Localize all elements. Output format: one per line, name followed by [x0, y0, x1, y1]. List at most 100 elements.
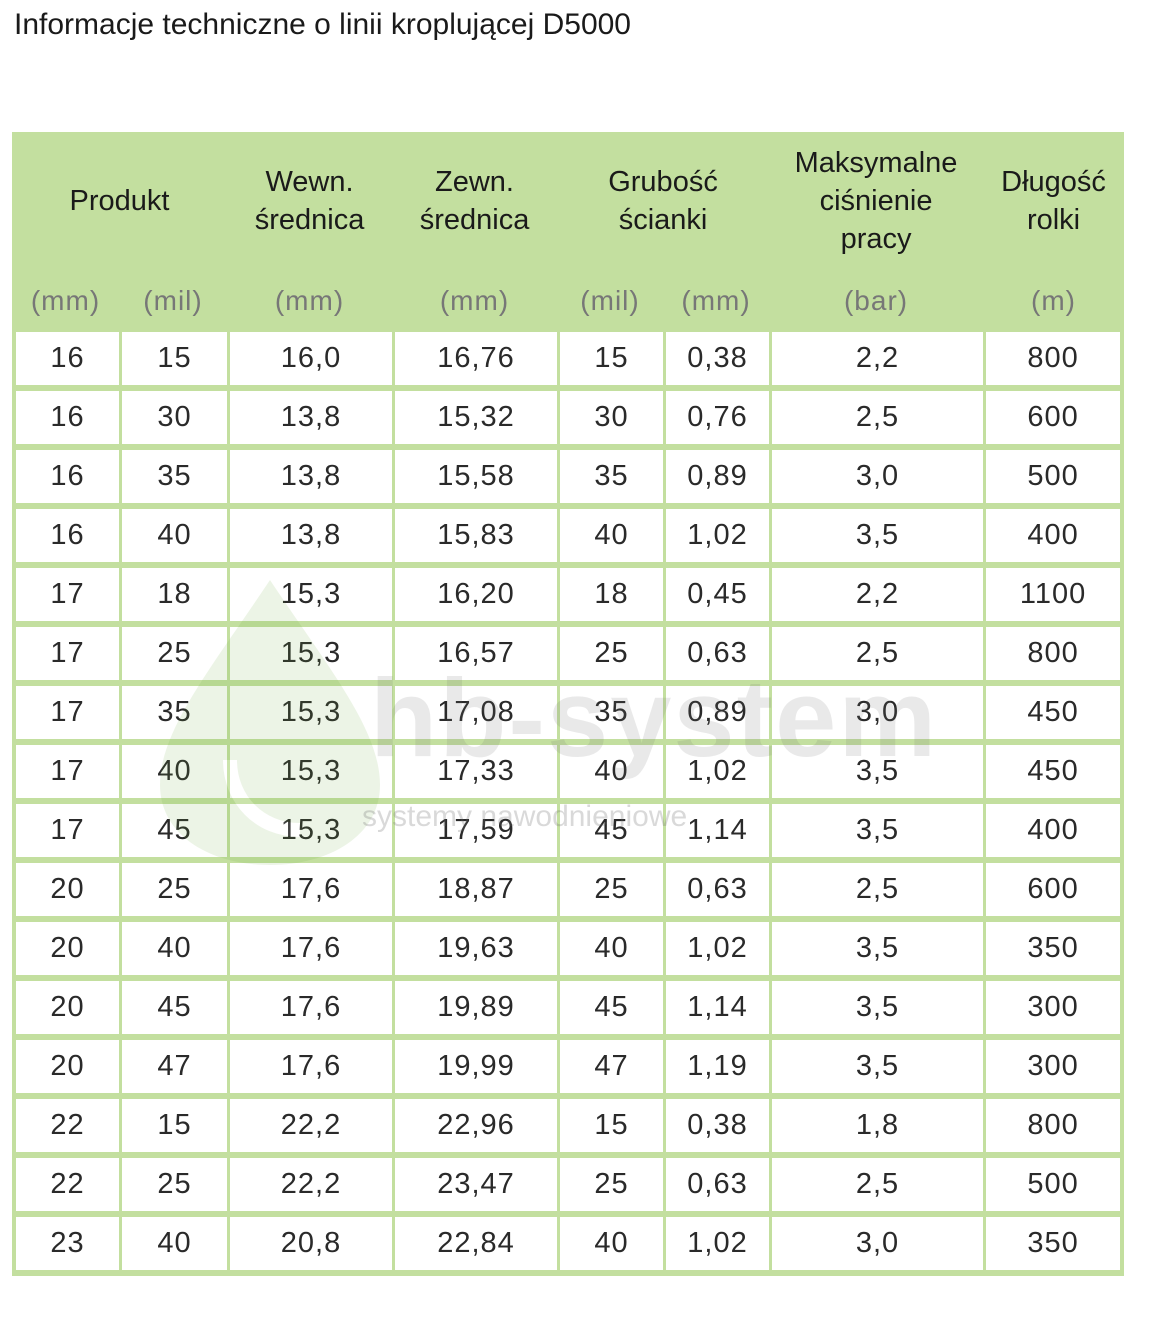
cell-wall-mil: 40 — [557, 1217, 664, 1276]
cell-wall-mm: 0,89 — [663, 450, 770, 509]
cell-wall-mil: 30 — [557, 391, 664, 450]
table-row: 22 25 22,2 23,47 25 0,63 2,5 500 — [12, 1158, 1125, 1217]
cell-roll-length: 800 — [983, 332, 1125, 391]
cell-wall-mil: 35 — [557, 686, 664, 745]
cell-product-mm: 23 — [12, 1217, 119, 1276]
cell-product-mm: 17 — [12, 686, 119, 745]
cell-roll-length: 800 — [983, 627, 1125, 686]
cell-wall-mm: 0,63 — [663, 863, 770, 922]
cell-roll-length: 300 — [983, 1040, 1125, 1099]
cell-roll-length: 450 — [983, 686, 1125, 745]
cell-outer-diameter: 16,20 — [392, 568, 558, 627]
cell-wall-mil: 45 — [557, 804, 664, 863]
unit-label: (mm) — [274, 285, 345, 316]
cell-product-mm: 16 — [12, 332, 119, 391]
cell-wall-mil: 40 — [557, 509, 664, 568]
cell-wall-mm: 0,38 — [663, 1099, 770, 1158]
cell-wall-mm: 0,89 — [663, 686, 770, 745]
unit-label: (mm) — [30, 285, 101, 316]
cell-product-mm: 17 — [12, 745, 119, 804]
table-row: 20 25 17,6 18,87 25 0,63 2,5 600 — [12, 863, 1125, 922]
cell-wall-mil: 40 — [557, 922, 664, 981]
cell-product-mm: 22 — [12, 1099, 119, 1158]
cell-inner-diameter: 13,8 — [227, 391, 393, 450]
cell-wall-mm: 0,63 — [663, 627, 770, 686]
cell-inner-diameter: 22,2 — [227, 1099, 393, 1158]
cell-product-mil: 35 — [119, 686, 228, 745]
cell-wall-mm: 1,02 — [663, 509, 770, 568]
header-produkt: Produkt — [69, 185, 170, 217]
cell-max-pressure: 2,2 — [769, 568, 984, 627]
cell-inner-diameter: 22,2 — [227, 1158, 393, 1217]
cell-wall-mil: 25 — [557, 1158, 664, 1217]
cell-outer-diameter: 15,83 — [392, 509, 558, 568]
cell-outer-diameter: 18,87 — [392, 863, 558, 922]
cell-wall-mm: 0,45 — [663, 568, 770, 627]
table-row: 17 35 15,3 17,08 35 0,89 3,0 450 — [12, 686, 1125, 745]
cell-max-pressure: 3,5 — [769, 745, 984, 804]
cell-product-mil: 40 — [119, 1217, 228, 1276]
cell-wall-mm: 0,76 — [663, 391, 770, 450]
cell-product-mm: 16 — [12, 391, 119, 450]
cell-product-mm: 16 — [12, 450, 119, 509]
cell-roll-length: 600 — [983, 391, 1125, 450]
table-row: 17 45 15,3 17,59 45 1,14 3,5 400 — [12, 804, 1125, 863]
cell-wall-mm: 1,19 — [663, 1040, 770, 1099]
cell-product-mil: 25 — [119, 863, 228, 922]
cell-roll-length: 500 — [983, 1158, 1125, 1217]
cell-product-mil: 35 — [119, 450, 228, 509]
table-row: 17 18 15,3 16,20 18 0,45 2,2 1100 — [12, 568, 1125, 627]
cell-wall-mil: 18 — [557, 568, 664, 627]
cell-wall-mil: 47 — [557, 1040, 664, 1099]
cell-inner-diameter: 15,3 — [227, 686, 393, 745]
cell-product-mm: 20 — [12, 1040, 119, 1099]
table-row: 16 40 13,8 15,83 40 1,02 3,5 400 — [12, 509, 1125, 568]
cell-wall-mil: 25 — [557, 627, 664, 686]
cell-roll-length: 400 — [983, 804, 1125, 863]
cell-max-pressure: 3,5 — [769, 509, 984, 568]
cell-roll-length: 350 — [983, 922, 1125, 981]
units-row: (mm) (mil) (mm) (mm) (mil) (mm) (bar) (m) — [12, 270, 1124, 332]
cell-inner-diameter: 16,0 — [227, 332, 393, 391]
cell-wall-mil: 25 — [557, 863, 664, 922]
cell-max-pressure: 3,0 — [769, 686, 984, 745]
cell-roll-length: 400 — [983, 509, 1125, 568]
cell-wall-mm: 1,02 — [663, 1217, 770, 1276]
cell-wall-mm: 0,38 — [663, 332, 770, 391]
unit-label: (bar) — [843, 285, 909, 316]
cell-inner-diameter: 17,6 — [227, 922, 393, 981]
unit-label: (mm) — [439, 285, 510, 316]
table-row: 17 40 15,3 17,33 40 1,02 3,5 450 — [12, 745, 1125, 804]
cell-product-mil: 47 — [119, 1040, 228, 1099]
table-row: 16 30 13,8 15,32 30 0,76 2,5 600 — [12, 391, 1125, 450]
cell-max-pressure: 3,5 — [769, 981, 984, 1040]
cell-inner-diameter: 15,3 — [227, 568, 393, 627]
cell-product-mil: 25 — [119, 627, 228, 686]
cell-product-mm: 22 — [12, 1158, 119, 1217]
spec-table: Produkt Wewn. średnica Zewn. średnica Gr… — [12, 132, 1125, 1276]
cell-inner-diameter: 15,3 — [227, 804, 393, 863]
cell-max-pressure: 3,5 — [769, 1040, 984, 1099]
table-body: 16 15 16,0 16,76 15 0,38 2,2 800 16 30 13,8 15,32 30… — [12, 332, 1125, 1276]
cell-wall-mm: 0,63 — [663, 1158, 770, 1217]
cell-max-pressure: 2,5 — [769, 1158, 984, 1217]
cell-product-mm: 17 — [12, 804, 119, 863]
cell-max-pressure: 1,8 — [769, 1099, 984, 1158]
cell-inner-diameter: 17,6 — [227, 981, 393, 1040]
cell-roll-length: 600 — [983, 863, 1125, 922]
cell-max-pressure: 3,0 — [769, 450, 984, 509]
cell-max-pressure: 3,5 — [769, 922, 984, 981]
spec-table-container: Produkt Wewn. średnica Zewn. średnica Gr… — [12, 132, 1125, 1276]
cell-outer-diameter: 22,96 — [392, 1099, 558, 1158]
cell-outer-diameter: 19,63 — [392, 922, 558, 981]
cell-inner-diameter: 20,8 — [227, 1217, 393, 1276]
cell-inner-diameter: 13,8 — [227, 509, 393, 568]
cell-wall-mil: 15 — [557, 1099, 664, 1158]
cell-outer-diameter: 16,57 — [392, 627, 558, 686]
cell-wall-mil: 35 — [557, 450, 664, 509]
unit-label: (mil) — [580, 285, 640, 316]
cell-wall-mil: 45 — [557, 981, 664, 1040]
cell-max-pressure: 3,0 — [769, 1217, 984, 1276]
table-row: 20 47 17,6 19,99 47 1,19 3,5 300 — [12, 1040, 1125, 1099]
cell-wall-mm: 1,14 — [663, 804, 770, 863]
